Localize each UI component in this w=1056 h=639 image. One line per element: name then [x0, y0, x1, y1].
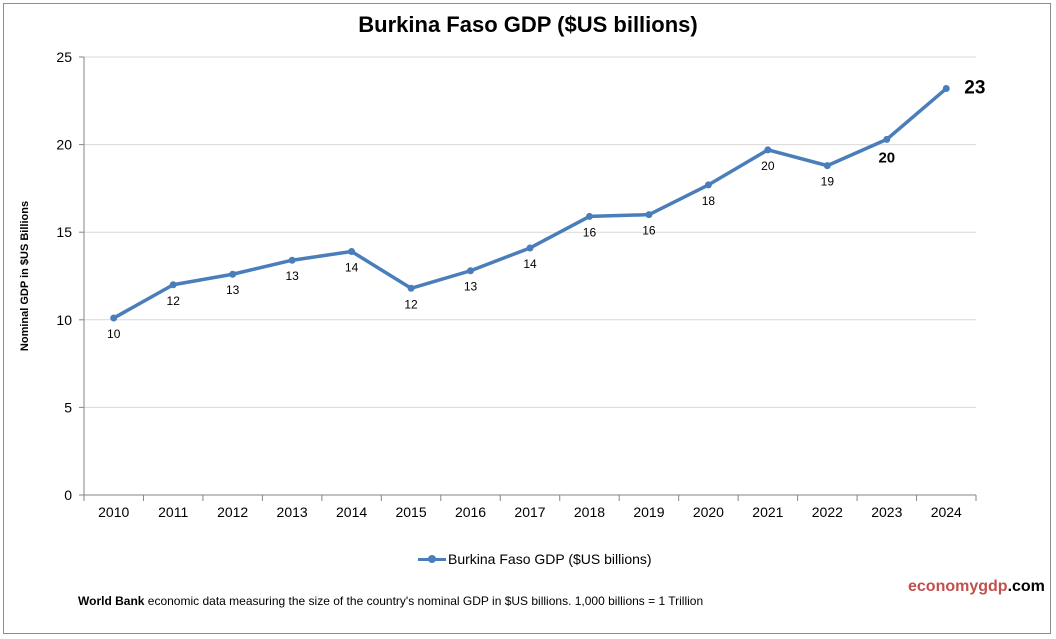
x-tick-label: 2020 [693, 504, 724, 520]
x-tick-label: 2011 [158, 504, 188, 520]
data-point [823, 162, 831, 170]
data-point [229, 270, 237, 278]
y-tick-label: 5 [64, 399, 72, 415]
y-tick-label: 0 [64, 487, 72, 503]
data-point [704, 181, 712, 189]
data-point [585, 212, 593, 220]
data-point [348, 247, 356, 255]
legend: Burkina Faso GDP ($US billions) [418, 551, 652, 567]
x-tick-label: 2024 [931, 504, 962, 520]
source-text: economic data measuring the size of the … [144, 594, 704, 608]
x-tick-label: 2017 [514, 504, 545, 520]
x-tick-label: 2010 [98, 504, 129, 520]
data-point [645, 211, 653, 219]
x-tick-label: 2015 [395, 504, 426, 520]
logo-part1: economygdp [908, 578, 1008, 595]
data-label: 10 [107, 327, 121, 341]
y-tick-label: 25 [56, 49, 72, 65]
data-label: 14 [345, 260, 359, 274]
data-point [169, 281, 177, 289]
x-tick-label: 2018 [574, 504, 605, 520]
legend-label: Burkina Faso GDP ($US billions) [448, 551, 652, 567]
data-label: 20 [761, 159, 775, 173]
legend-marker [418, 554, 446, 563]
data-label: 20 [878, 149, 895, 166]
data-point [942, 85, 950, 93]
x-tick-label: 2012 [217, 504, 248, 520]
site-logo[interactable]: economygdp.com [908, 578, 1045, 596]
data-point [407, 284, 415, 292]
data-label: 13 [285, 269, 299, 283]
source-bold: World Bank [78, 594, 145, 608]
x-tick-label: 2016 [455, 504, 486, 520]
data-point [110, 314, 118, 322]
x-tick-label: 2013 [277, 504, 308, 520]
x-tick-label: 2014 [336, 504, 367, 520]
data-point [764, 146, 772, 154]
y-tick-label: 10 [56, 312, 72, 328]
y-tick-label: 20 [56, 137, 72, 153]
logo-part2: .com [1007, 578, 1045, 595]
data-label: 14 [523, 257, 537, 271]
x-tick-label: 2019 [633, 504, 664, 520]
data-label: 12 [404, 297, 418, 311]
data-point [288, 256, 296, 264]
data-point [526, 244, 534, 252]
chart-title: Burkina Faso GDP ($US billions) [358, 12, 698, 37]
data-label: 12 [167, 294, 181, 308]
x-tick-label: 2022 [812, 504, 843, 520]
data-label: 19 [821, 175, 835, 189]
source-note: World Bank economic data measuring the s… [78, 594, 703, 608]
data-point [467, 267, 475, 275]
data-label: 18 [702, 194, 716, 208]
x-tick-label: 2023 [871, 504, 902, 520]
y-tick-label: 15 [56, 224, 72, 240]
data-label: 13 [226, 283, 240, 297]
data-label: 16 [642, 224, 656, 238]
data-label: 16 [583, 225, 597, 239]
data-point [883, 135, 891, 143]
x-tick-label: 2021 [752, 504, 783, 520]
data-label: 23 [964, 78, 985, 99]
data-label: 13 [464, 280, 478, 294]
chart-frame [3, 3, 1051, 634]
